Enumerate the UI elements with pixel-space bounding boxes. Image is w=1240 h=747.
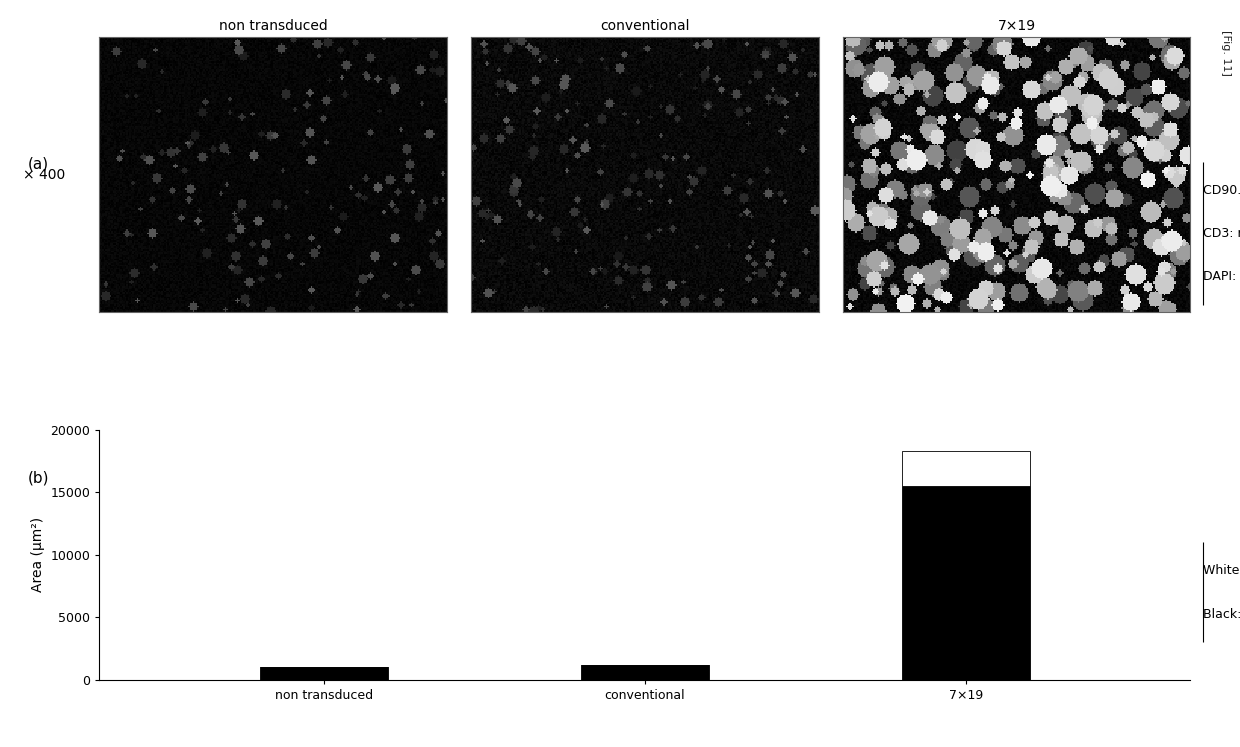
- Text: Black: CD3⁺ CD90.1⁻ (recipient): Black: CD3⁺ CD90.1⁻ (recipient): [1203, 608, 1240, 621]
- Bar: [580, 665, 709, 680]
- Title: non transduced: non transduced: [218, 19, 327, 34]
- Bar: [901, 486, 1030, 680]
- Bar: [901, 451, 1030, 486]
- Text: (a): (a): [27, 157, 48, 172]
- Text: (b): (b): [27, 471, 48, 486]
- Text: CD90.1: green: CD90.1: green: [1203, 184, 1240, 196]
- Y-axis label: Area (μm²): Area (μm²): [31, 518, 45, 592]
- Text: White: CD3⁺ CD90.1⁺ (donor): White: CD3⁺ CD90.1⁺ (donor): [1203, 564, 1240, 577]
- Bar: [259, 667, 388, 680]
- Text: CD3: red: CD3: red: [1203, 226, 1240, 240]
- Text: × 400: × 400: [22, 167, 64, 182]
- Title: 7×19: 7×19: [997, 19, 1035, 34]
- Text: DAPI: blue: DAPI: blue: [1203, 270, 1240, 282]
- Text: [Fig. 11]: [Fig. 11]: [1221, 30, 1231, 75]
- Title: conventional: conventional: [600, 19, 689, 34]
